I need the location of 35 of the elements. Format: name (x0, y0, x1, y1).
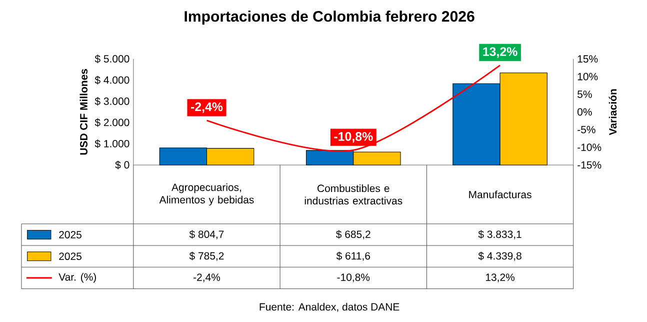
data-label: $ 611,6 (336, 252, 370, 261)
legend-label: 2025 (59, 252, 82, 260)
legend-label: 2025 (59, 230, 82, 238)
y2-tick-label: -5% (578, 126, 596, 134)
y-tick-label: $ 5.000 (94, 54, 130, 64)
text: -10,8% (334, 132, 373, 143)
y2-tick-label: -15% (578, 161, 602, 169)
x-tick-label: Combustibles e industrias extractivas (304, 184, 402, 204)
y-tick-label: $ 3.000 (94, 97, 130, 106)
legend-label: Var. (%) (58, 272, 96, 283)
y-tick-label: $ 0 (115, 160, 130, 170)
data-label: -2,4% (194, 274, 220, 282)
y2-tick-label: -10% (578, 144, 602, 151)
data-label: -10,8% (337, 274, 370, 282)
chart-title: Importaciones de Colombia febrero 2026 (184, 10, 474, 25)
y2-tick-label: 0% (578, 108, 592, 116)
y-axis-title: USD CIF Millones (80, 68, 88, 155)
data-label: $ 685,2 (336, 230, 370, 240)
y2-tick-label: 15% (578, 55, 598, 63)
data-label: $ 4.339,8 (478, 252, 522, 261)
text: 13,2% (483, 47, 518, 58)
text: -2,4% (190, 102, 223, 113)
data-label: $ 804,7 (189, 230, 224, 240)
y2-axis-title: Variación (608, 89, 617, 136)
data-label: 13,2% (486, 274, 514, 282)
source-note: Fuente: Analdex, datos DANE (260, 302, 400, 312)
y-tick-label: $ 1.000 (94, 139, 130, 148)
y2-tick-label: 5% (578, 90, 592, 98)
y-tick-label: $ 4.000 (94, 76, 130, 84)
data-label: $ 785,2 (189, 252, 224, 261)
y-tick-label: $ 2.000 (94, 118, 130, 127)
x-tick-label: Manufacturas (469, 190, 532, 198)
y2-tick-label: 10% (578, 72, 598, 80)
x-tick-label: Agropecuarios, Alimentos y bebidas (159, 183, 254, 206)
data-label: $ 3.833,1 (478, 230, 522, 240)
